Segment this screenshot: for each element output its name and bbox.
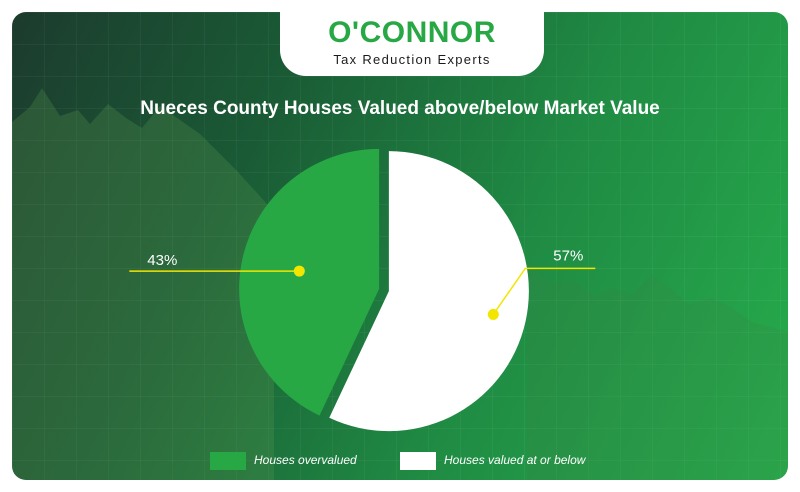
leader-dot-0 bbox=[293, 265, 305, 277]
legend-label-overvalued: Houses overvalued bbox=[254, 453, 357, 467]
legend-swatch-valued-at-or-below bbox=[400, 452, 436, 470]
data-label-1: 57% bbox=[553, 247, 583, 264]
pie-chart: 43% 57% bbox=[129, 148, 596, 432]
leader-line-1 bbox=[492, 267, 596, 315]
logo-tagline: Tax Reduction Experts bbox=[333, 52, 491, 67]
chart-title: Nueces County Houses Valued above/below … bbox=[140, 98, 660, 119]
chart-card: O'CONNOR Tax Reduction Experts Nueces Co… bbox=[12, 12, 788, 480]
legend-label-valued-at-or-below: Houses valued at or below bbox=[444, 453, 586, 467]
background-mountain-silhouette bbox=[12, 88, 788, 480]
pie-slice-overvalued bbox=[239, 148, 380, 416]
pie-slice-valued-at-or-below bbox=[329, 151, 529, 432]
data-label-0: 43% bbox=[147, 252, 177, 269]
leader-dot-1 bbox=[487, 308, 499, 320]
logo: O'CONNOR Tax Reduction Experts bbox=[280, 12, 544, 76]
logo-name: O'CONNOR bbox=[328, 16, 496, 49]
legend-swatch-overvalued bbox=[210, 452, 246, 470]
